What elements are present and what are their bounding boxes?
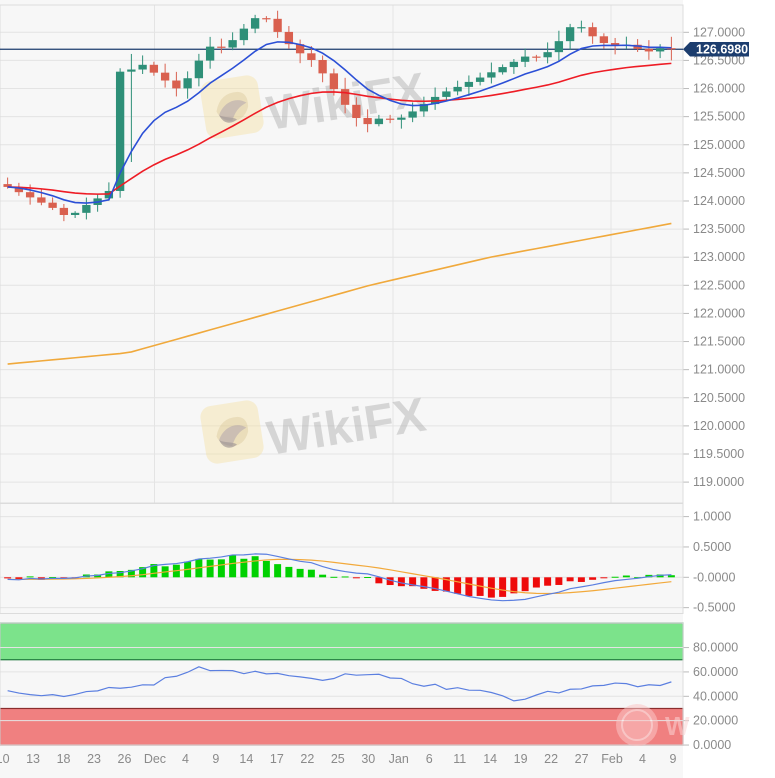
svg-text:22: 22 bbox=[544, 752, 558, 766]
svg-text:25: 25 bbox=[331, 752, 345, 766]
svg-text:26: 26 bbox=[118, 752, 132, 766]
svg-text:60.0000: 60.0000 bbox=[693, 665, 738, 679]
svg-text:30: 30 bbox=[361, 752, 375, 766]
svg-text:9: 9 bbox=[212, 752, 219, 766]
svg-text:17: 17 bbox=[270, 752, 284, 766]
svg-text:11: 11 bbox=[453, 752, 466, 766]
svg-text:125.5000: 125.5000 bbox=[693, 110, 745, 124]
svg-text:80.0000: 80.0000 bbox=[693, 641, 738, 655]
svg-text:10: 10 bbox=[0, 752, 10, 766]
svg-text:-0.5000: -0.5000 bbox=[693, 601, 735, 615]
svg-text:119.0000: 119.0000 bbox=[693, 475, 744, 489]
svg-text:120.5000: 120.5000 bbox=[693, 391, 745, 405]
svg-text:119.5000: 119.5000 bbox=[693, 447, 744, 461]
svg-text:121.0000: 121.0000 bbox=[693, 363, 745, 377]
svg-text:-0.0000: -0.0000 bbox=[693, 570, 735, 584]
svg-text:1.0000: 1.0000 bbox=[693, 510, 731, 524]
svg-text:Feb: Feb bbox=[601, 752, 623, 766]
svg-text:126.0000: 126.0000 bbox=[693, 82, 745, 96]
svg-text:22: 22 bbox=[300, 752, 314, 766]
svg-text:19: 19 bbox=[514, 752, 528, 766]
svg-text:122.0000: 122.0000 bbox=[693, 306, 745, 320]
svg-text:0.5000: 0.5000 bbox=[693, 540, 731, 554]
svg-text:9: 9 bbox=[670, 752, 677, 766]
svg-text:18: 18 bbox=[57, 752, 71, 766]
svg-text:125.0000: 125.0000 bbox=[693, 138, 745, 152]
svg-text:124.0000: 124.0000 bbox=[693, 194, 745, 208]
svg-text:127.0000: 127.0000 bbox=[693, 25, 745, 39]
svg-text:23: 23 bbox=[87, 752, 101, 766]
svg-text:122.5000: 122.5000 bbox=[693, 278, 745, 292]
svg-text:6: 6 bbox=[426, 752, 433, 766]
svg-text:14: 14 bbox=[483, 752, 497, 766]
svg-text:20.0000: 20.0000 bbox=[693, 714, 738, 728]
svg-text:27: 27 bbox=[575, 752, 589, 766]
svg-text:0.0000: 0.0000 bbox=[693, 738, 731, 752]
svg-text:120.0000: 120.0000 bbox=[693, 419, 745, 433]
svg-text:40.0000: 40.0000 bbox=[693, 689, 738, 703]
svg-text:4: 4 bbox=[639, 752, 646, 766]
svg-text:13: 13 bbox=[26, 752, 40, 766]
svg-text:4: 4 bbox=[182, 752, 189, 766]
svg-text:123.0000: 123.0000 bbox=[693, 250, 745, 264]
svg-text:123.5000: 123.5000 bbox=[693, 222, 745, 236]
svg-text:W: W bbox=[665, 711, 690, 741]
svg-text:Jan: Jan bbox=[389, 752, 409, 766]
svg-text:124.5000: 124.5000 bbox=[693, 166, 745, 180]
svg-text:126.6980: 126.6980 bbox=[696, 42, 748, 56]
svg-text:14: 14 bbox=[239, 752, 253, 766]
svg-text:121.5000: 121.5000 bbox=[693, 335, 745, 349]
svg-text:Dec: Dec bbox=[144, 752, 166, 766]
